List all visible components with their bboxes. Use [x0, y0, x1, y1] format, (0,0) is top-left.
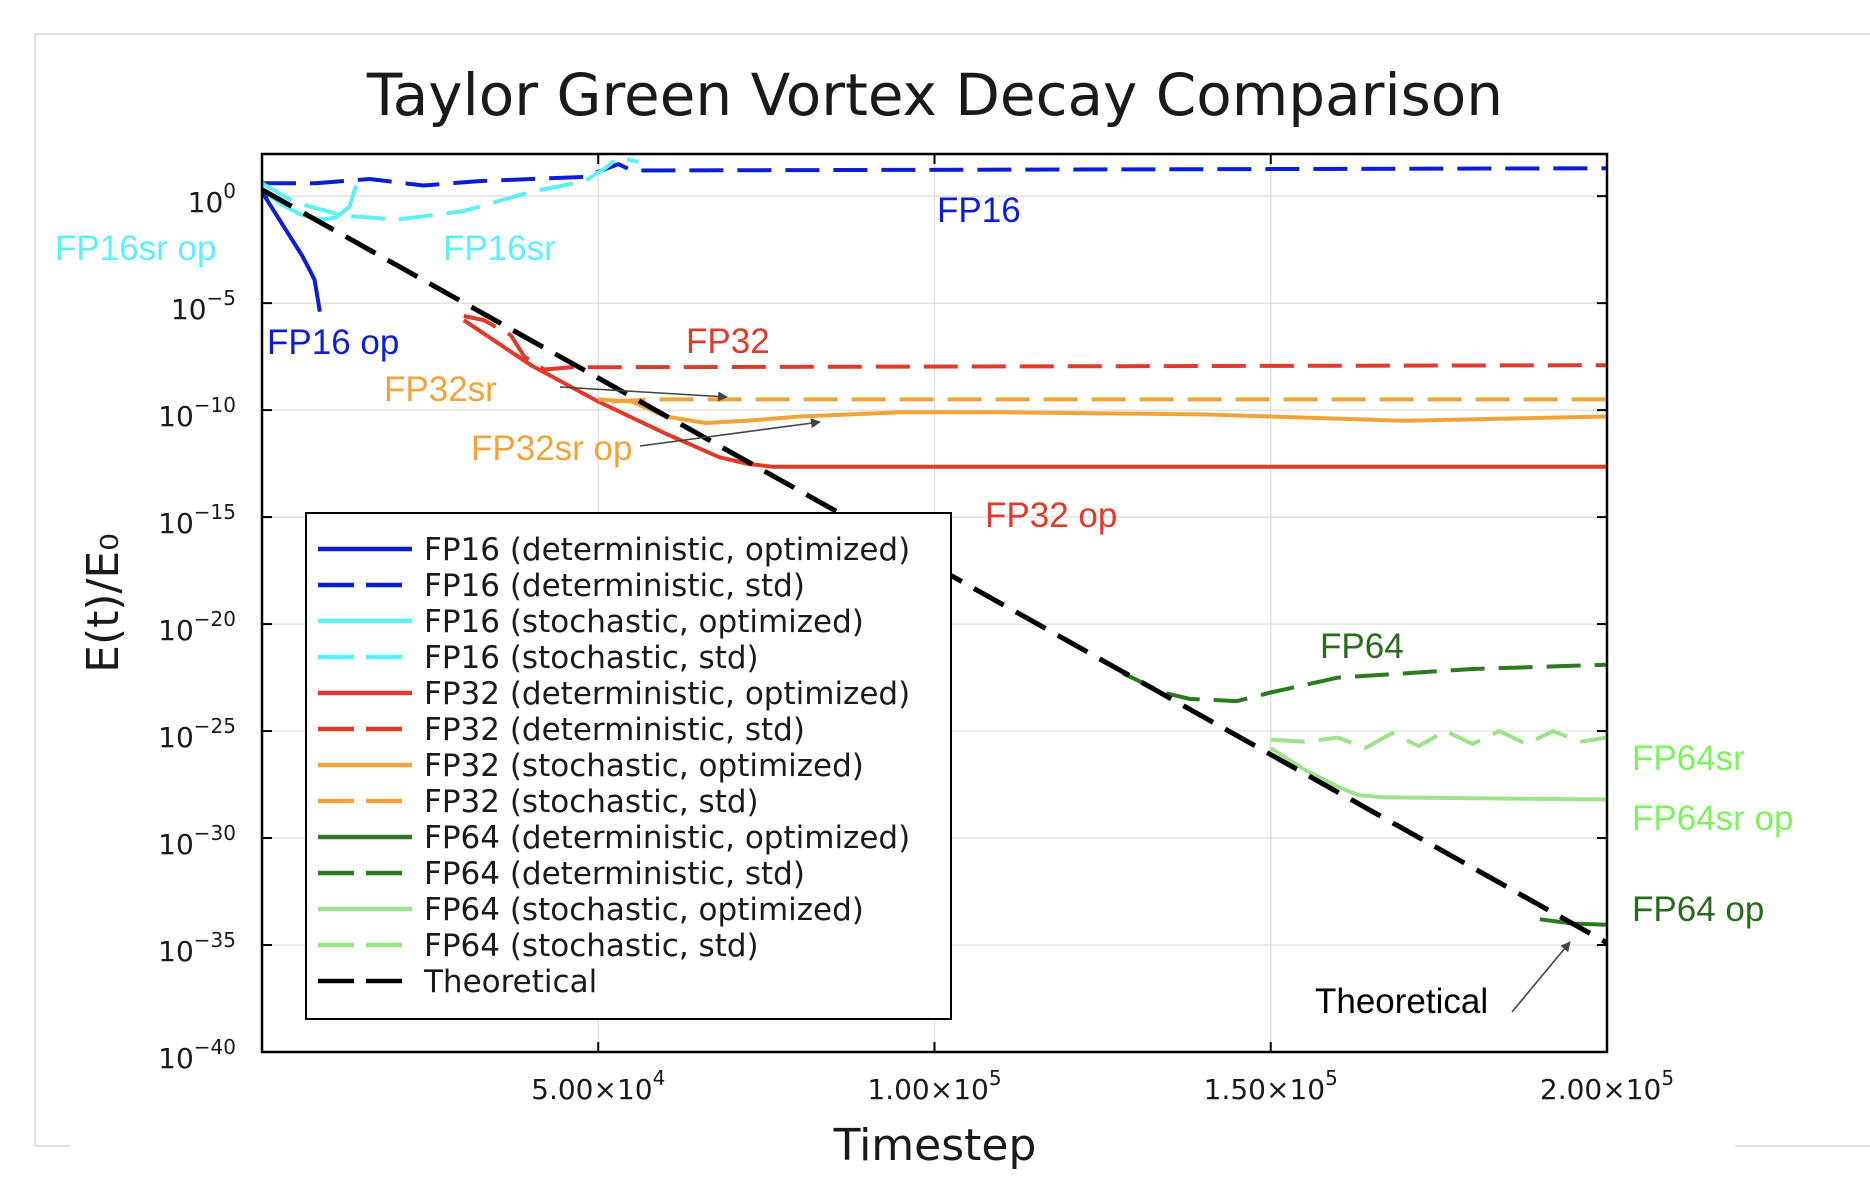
x-tick-exponent: 5 — [989, 1066, 1002, 1090]
annotation-fp32sr-op: FP32sr op — [471, 429, 632, 468]
x-tick-label: 5.00×104 — [531, 1066, 665, 1106]
legend-label: FP64 (deterministic, optimized) — [424, 820, 910, 856]
arrow-fp32sr-op — [639, 418, 821, 447]
y-tick-label: 10−40 — [158, 1035, 236, 1075]
legend-label: FP16 (stochastic, optimized) — [424, 604, 864, 640]
y-tick-base: 10 — [158, 721, 194, 754]
y-tick-base: 10 — [158, 828, 194, 861]
x-tick-mantissa: 1.50×10 — [1204, 1073, 1325, 1106]
annotation-fp16-op: FP16 op — [267, 323, 399, 362]
arrow-fp32sr — [559, 386, 728, 402]
x-axis-ticks: 5.00×104 1.00×105 1.50×105 2.00×105 — [531, 1066, 1674, 1106]
x-tick-mantissa: 1.00×10 — [867, 1073, 988, 1106]
annotation-fp32: FP32 — [686, 322, 770, 361]
chart-title: Taylor Green Vortex Decay Comparison — [366, 61, 1503, 129]
arrow-theoretical — [1511, 941, 1571, 1013]
y-tick-label: 10−35 — [158, 928, 236, 968]
legend-box — [305, 512, 952, 1020]
legend-label: FP32 (deterministic, optimized) — [424, 676, 910, 712]
annotation-theoretical: Theoretical — [1315, 982, 1488, 1021]
series-fp64-stochastic-std — [1270, 729, 1607, 751]
y-tick-label: 10−25 — [158, 714, 236, 754]
legend-label: FP16 (stochastic, std) — [424, 640, 759, 676]
x-tick-exponent: 4 — [653, 1066, 666, 1090]
y-tick-exponent: −15 — [194, 500, 236, 524]
legend-label: FP64 (deterministic, std) — [424, 856, 805, 892]
x-tick-mantissa: 2.00×10 — [1540, 1073, 1661, 1106]
y-tick-label: 10−5 — [171, 286, 236, 326]
y-tick-base: 10 — [158, 400, 194, 433]
y-tick-exponent: −20 — [194, 607, 236, 631]
legend-label: FP32 (stochastic, optimized) — [424, 748, 864, 784]
legend-label: FP32 (stochastic, std) — [424, 784, 759, 820]
y-tick-exponent: −30 — [194, 821, 236, 845]
y-tick-label: 10−20 — [158, 607, 236, 647]
annotation-fp64: FP64 — [1320, 627, 1404, 666]
x-axis-label: Timestep — [833, 1120, 1037, 1171]
series-fp16-deterministic-std — [262, 162, 1607, 188]
y-tick-base: 10 — [158, 935, 194, 968]
series-fp16-deterministic-optimized — [262, 190, 322, 313]
y-axis-ticks: 10010−510−1010−1510−2010−2510−3010−3510−… — [158, 179, 236, 1075]
legend-label: FP16 (deterministic, optimized) — [424, 532, 910, 568]
y-tick-exponent: −10 — [194, 393, 236, 417]
x-tick-exponent: 5 — [1325, 1066, 1338, 1090]
legend-label: Theoretical — [423, 964, 597, 1000]
annotation-fp64-op: FP64 op — [1632, 890, 1764, 929]
legend-label: FP64 (stochastic, std) — [424, 928, 759, 964]
series-fp32-deterministic-optimized — [462, 318, 1607, 469]
plot-frame — [260, 152, 1609, 1054]
annotation-fp16sr: FP16sr — [443, 229, 556, 268]
y-tick-base: 10 — [188, 186, 224, 219]
series-fp16-stochastic-std — [262, 155, 640, 222]
y-axis-label: E(t)/E₀ — [78, 533, 129, 673]
y-tick-label: 10−10 — [158, 393, 236, 433]
series-fp64-stochastic-optimized — [1269, 746, 1607, 802]
series-fp16-stochastic-optimized — [262, 184, 359, 222]
annotation-fp32sr: FP32sr — [384, 370, 497, 409]
x-tick-exponent: 5 — [1661, 1066, 1674, 1090]
x-tick-label: 1.00×105 — [867, 1066, 1001, 1106]
series-fp32-deterministic-std — [463, 314, 1607, 372]
x-tick-mantissa: 5.00×10 — [531, 1073, 652, 1106]
y-tick-base: 10 — [158, 507, 194, 540]
annotation-fp64sr: FP64sr — [1632, 739, 1745, 778]
x-tick-label: 1.50×105 — [1204, 1066, 1338, 1106]
y-tick-label: 10−30 — [158, 821, 236, 861]
annotation-fp16sr-op: FP16sr op — [55, 229, 216, 268]
legend-label: FP64 (stochastic, optimized) — [424, 892, 864, 928]
annotation-fp16: FP16 — [937, 191, 1021, 230]
y-tick-base: 10 — [158, 614, 194, 647]
y-tick-exponent: −35 — [194, 928, 236, 952]
legend-label: FP32 (deterministic, std) — [424, 712, 805, 748]
y-tick-exponent: −5 — [207, 286, 236, 310]
y-tick-base: 10 — [171, 293, 207, 326]
legend-label: FP16 (deterministic, std) — [424, 568, 805, 604]
series-fp32-stochastic-std — [611, 397, 1607, 404]
annotations: FP16 FP16sr op FP16sr FP16 op FP32 FP32s… — [55, 191, 1793, 1021]
y-tick-base: 10 — [158, 1042, 194, 1075]
y-tick-exponent: −25 — [194, 714, 236, 738]
y-tick-exponent: −40 — [194, 1035, 236, 1059]
x-tick-label: 2.00×105 — [1540, 1066, 1674, 1106]
y-tick-label: 100 — [188, 179, 236, 219]
annotation-fp32-op: FP32 op — [985, 496, 1117, 535]
series-fp64-deterministic-std — [1121, 662, 1607, 704]
annotation-fp64sr-op: FP64sr op — [1632, 799, 1793, 838]
y-tick-label: 10−15 — [158, 500, 236, 540]
legend-items: FP16 (deterministic, optimized)FP16 (det… — [318, 532, 910, 1000]
legend: FP16 (deterministic, optimized)FP16 (det… — [305, 512, 952, 1020]
y-tick-exponent: 0 — [223, 179, 236, 203]
series-fp32-stochastic-optimized — [598, 397, 1607, 425]
